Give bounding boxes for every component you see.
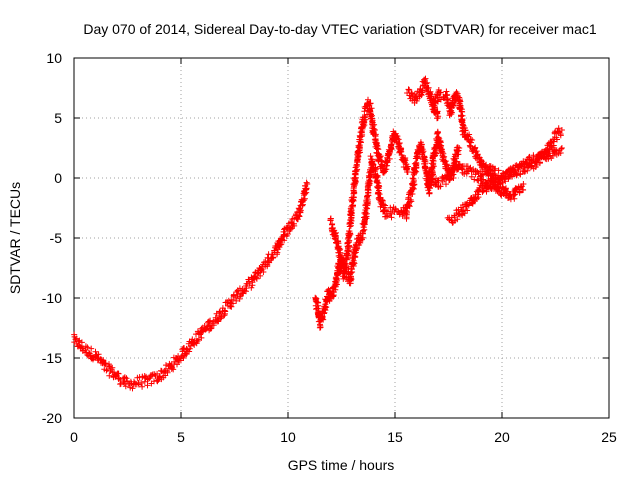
y-axis-label: SDTVAR / TECUs xyxy=(7,182,23,294)
x-tick-label: 0 xyxy=(70,429,78,445)
data-marker-path xyxy=(71,179,311,392)
grid xyxy=(74,58,609,418)
x-tick-label: 25 xyxy=(601,429,617,445)
y-tick-label: -5 xyxy=(50,230,63,246)
chart-title: Day 070 of 2014, Sidereal Day-to-day VTE… xyxy=(83,21,596,37)
axis-ticks xyxy=(73,57,610,419)
x-tick-label: 20 xyxy=(494,429,510,445)
x-tick-label: 10 xyxy=(280,429,296,445)
x-tick-labels: 0 5 10 15 20 25 xyxy=(70,429,617,445)
data-marker-path xyxy=(477,144,565,186)
y-tick-label: 0 xyxy=(54,170,62,186)
y-tick-labels: -20 -15 -10 -5 0 5 10 xyxy=(42,50,62,426)
data-points xyxy=(71,75,565,392)
y-tick-label: -15 xyxy=(42,350,62,366)
x-tick-label: 15 xyxy=(387,429,403,445)
series-segment-3 xyxy=(327,153,409,287)
x-tick-label: 5 xyxy=(177,429,185,445)
x-axis-label: GPS time / hours xyxy=(288,457,395,473)
y-tick-label: 10 xyxy=(46,50,62,66)
y-tick-label: 5 xyxy=(54,110,62,126)
series-segment-1 xyxy=(71,179,311,392)
y-tick-label: -10 xyxy=(42,290,62,306)
data-marker-path xyxy=(327,153,409,287)
y-tick-label: -20 xyxy=(42,410,62,426)
series-segment-2 xyxy=(312,96,411,331)
data-marker-path xyxy=(312,96,411,331)
series-segment-9 xyxy=(477,144,565,186)
